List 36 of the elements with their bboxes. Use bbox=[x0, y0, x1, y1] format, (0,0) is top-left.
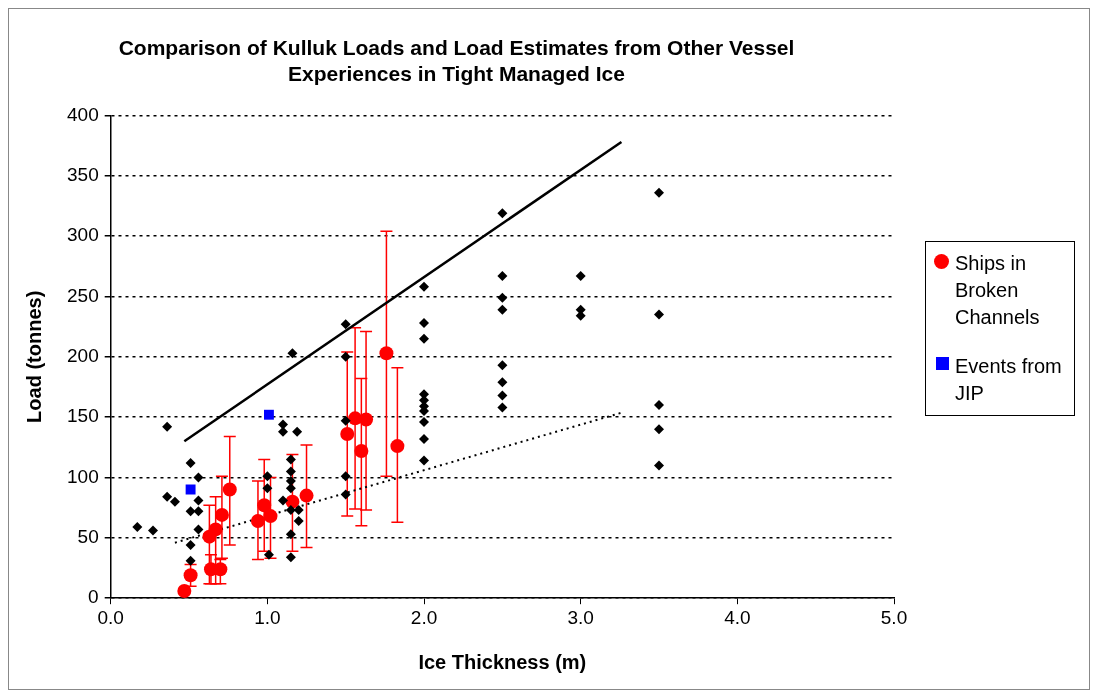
point bbox=[263, 409, 274, 420]
point bbox=[299, 488, 314, 503]
point bbox=[340, 427, 355, 442]
point bbox=[379, 346, 394, 361]
point bbox=[263, 509, 278, 524]
y-axis-title: Load (tonnes) bbox=[22, 290, 45, 423]
y-tick-label: 250 bbox=[67, 284, 99, 306]
y-tick-label: 200 bbox=[67, 345, 99, 367]
point bbox=[222, 482, 237, 497]
x-tick-label: 1.0 bbox=[254, 606, 281, 628]
chart-title: Comparison of Kulluk Loads and Load Estimates from Other Vessel Experiences in Tight Managed Ice bbox=[118, 36, 795, 85]
y-tick-label: 50 bbox=[77, 526, 99, 548]
y-tick-label: 100 bbox=[67, 465, 99, 487]
x-axis-title: Ice Thickness (m) bbox=[418, 650, 587, 673]
point bbox=[359, 412, 374, 427]
point bbox=[354, 443, 369, 458]
x-tick-label: 2.0 bbox=[410, 606, 438, 628]
point bbox=[208, 522, 223, 537]
point bbox=[390, 439, 405, 454]
x-tick-label: 3.0 bbox=[567, 606, 594, 628]
x-tick-label: 5.0 bbox=[880, 606, 908, 628]
y-tick-label: 300 bbox=[67, 224, 99, 246]
point bbox=[177, 583, 192, 598]
x-tick-label: 0.0 bbox=[97, 606, 124, 628]
x-tick-label: 4.0 bbox=[724, 606, 751, 628]
y-tick-label: 150 bbox=[67, 405, 99, 427]
legend-label: Events from JIP bbox=[955, 354, 1063, 406]
y-tick-label: 0 bbox=[88, 586, 99, 608]
point bbox=[185, 484, 196, 495]
point bbox=[250, 513, 265, 528]
point bbox=[257, 498, 272, 513]
y-tick-label: 400 bbox=[67, 103, 99, 125]
legend-label: Ships in Broken Channels bbox=[955, 251, 1041, 330]
point bbox=[214, 507, 229, 522]
point bbox=[183, 568, 198, 583]
y-tick-label: 350 bbox=[67, 163, 99, 185]
